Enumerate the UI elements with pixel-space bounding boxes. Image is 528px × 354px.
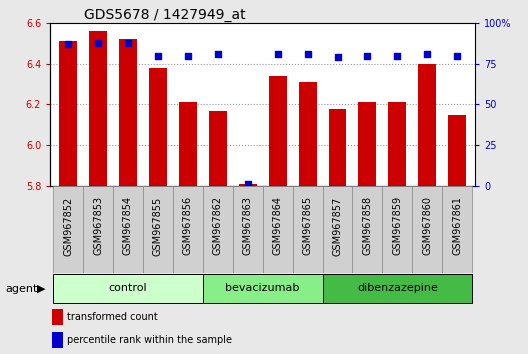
Bar xyxy=(418,64,436,186)
Bar xyxy=(269,76,287,186)
Bar xyxy=(359,102,376,186)
Text: transformed count: transformed count xyxy=(67,312,158,322)
Text: bevacizumab: bevacizumab xyxy=(225,283,300,293)
Text: percentile rank within the sample: percentile rank within the sample xyxy=(67,335,232,346)
Bar xyxy=(442,186,472,273)
Text: agent: agent xyxy=(5,284,37,293)
Bar xyxy=(53,274,203,303)
Bar xyxy=(52,309,63,325)
Text: control: control xyxy=(109,283,147,293)
Bar xyxy=(412,186,442,273)
Text: GSM967860: GSM967860 xyxy=(422,196,432,255)
Bar xyxy=(233,186,263,273)
Text: GSM967856: GSM967856 xyxy=(183,196,193,255)
Bar xyxy=(323,186,353,273)
Text: GDS5678 / 1427949_at: GDS5678 / 1427949_at xyxy=(84,8,246,22)
Text: GSM967864: GSM967864 xyxy=(272,196,282,255)
Text: GSM967852: GSM967852 xyxy=(63,196,73,256)
Bar xyxy=(203,274,323,303)
Bar xyxy=(263,186,293,273)
Bar xyxy=(173,186,203,273)
Bar xyxy=(328,109,346,186)
Text: GSM967863: GSM967863 xyxy=(243,196,253,255)
Text: GSM967865: GSM967865 xyxy=(303,196,313,255)
Point xyxy=(333,55,342,60)
Bar xyxy=(209,110,227,186)
Bar xyxy=(119,39,137,186)
Bar xyxy=(382,186,412,273)
Bar xyxy=(323,274,472,303)
Bar xyxy=(113,186,143,273)
Bar xyxy=(353,186,382,273)
Point xyxy=(64,41,72,47)
Text: GSM967854: GSM967854 xyxy=(123,196,133,255)
Bar xyxy=(203,186,233,273)
Text: ▶: ▶ xyxy=(37,284,45,293)
Bar xyxy=(83,186,113,273)
Point xyxy=(423,51,431,57)
Point xyxy=(304,51,312,57)
Text: GSM967853: GSM967853 xyxy=(93,196,103,255)
Bar xyxy=(52,332,63,348)
Point xyxy=(213,51,222,57)
Point xyxy=(453,53,461,58)
Bar xyxy=(239,184,257,186)
Text: GSM967861: GSM967861 xyxy=(452,196,462,255)
Bar xyxy=(89,31,107,186)
Text: GSM967855: GSM967855 xyxy=(153,196,163,256)
Bar xyxy=(59,41,77,186)
Point xyxy=(124,40,132,45)
Text: GSM967862: GSM967862 xyxy=(213,196,223,255)
Bar xyxy=(53,186,83,273)
Bar xyxy=(293,186,323,273)
Bar xyxy=(143,186,173,273)
Bar xyxy=(179,102,197,186)
Point xyxy=(363,53,372,58)
Point xyxy=(154,53,162,58)
Point xyxy=(393,53,402,58)
Bar xyxy=(448,115,466,186)
Point xyxy=(243,181,252,187)
Point xyxy=(184,53,192,58)
Text: dibenzazepine: dibenzazepine xyxy=(357,283,438,293)
Bar xyxy=(389,102,407,186)
Bar xyxy=(299,82,317,186)
Text: GSM967859: GSM967859 xyxy=(392,196,402,255)
Point xyxy=(94,40,102,45)
Bar xyxy=(149,68,167,186)
Text: GSM967858: GSM967858 xyxy=(362,196,372,255)
Point xyxy=(274,51,282,57)
Text: GSM967857: GSM967857 xyxy=(333,196,343,256)
